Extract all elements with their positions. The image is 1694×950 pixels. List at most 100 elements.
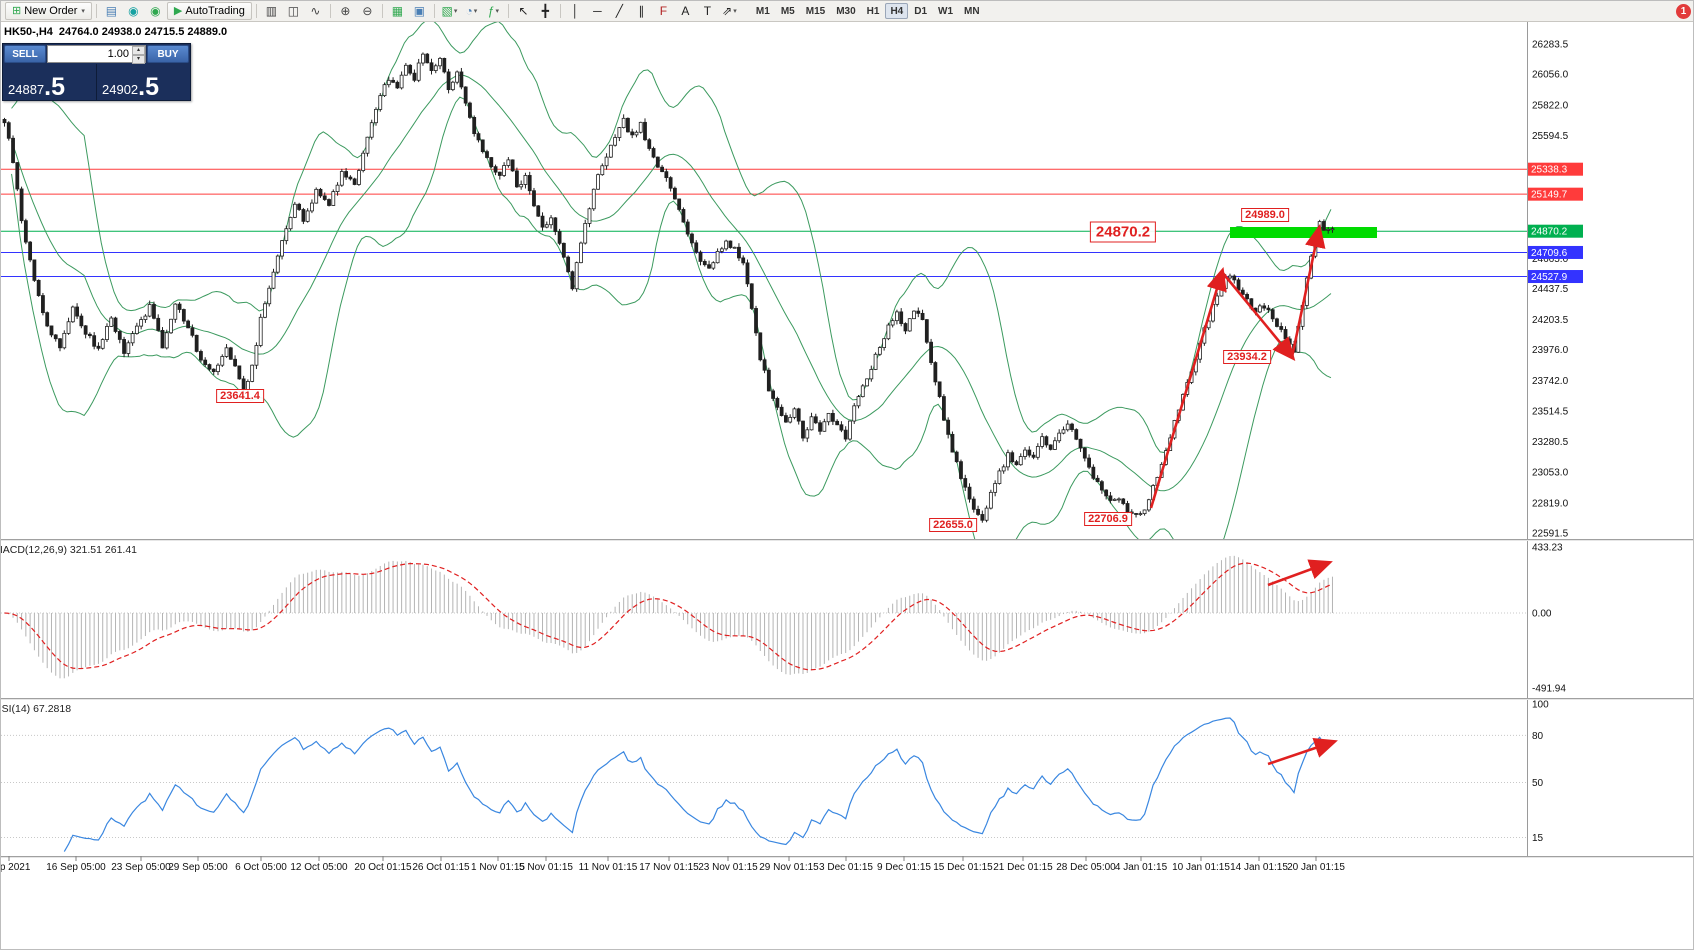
timeframe-d1-button[interactable]: D1 [909,3,932,19]
channel-icon[interactable]: ∥ [631,2,652,20]
cursor-icon: ↖ [518,4,529,18]
trade-controls-row: SELL 1.00 ▴ ▾ BUY [3,44,190,64]
line-chart-icon[interactable]: ∿ [305,2,326,20]
zoom-out-icon[interactable]: ⊖ [357,2,378,20]
buy-button[interactable]: BUY [147,45,189,63]
profiles-icon: ◉ [128,4,139,18]
timeframe-h1-button[interactable]: H1 [862,3,885,19]
highlight-rectangle[interactable] [1230,227,1377,238]
chart-cycle-icon: ◔ [465,4,473,18]
market-watch-icon[interactable]: ◉ [145,2,166,20]
timeframe-m1-button[interactable]: M1 [751,3,775,19]
chevron-down-icon: ▾ [81,8,85,15]
timeframe-m5-button[interactable]: M5 [776,3,800,19]
main-toolbar: ⊞ New Order ▾ ▤ ◉ ◉ ▶ AutoTrading ▥ ◫ ∿ ⊕ ⊖ ▦ ▣ ▧ ▾ ◔ ▾ ƒ ▾ ↖… [1,1,1693,22]
charts-window-icon[interactable]: ▤ [101,2,122,20]
autotrading-icon: ▶ [173,4,183,17]
one-click-trading-panel: SELL 1.00 ▴ ▾ BUY 24887.5 24902.5 [2,43,191,101]
price-axis-label: 25594.5 [1532,131,1569,142]
sell-price-big-digits: .5 [44,73,66,101]
horizontal-line-icon: ─ [593,4,602,18]
toolbar-separator [381,4,383,18]
time-axis-label: 28 Dec 05:00 [1056,862,1116,873]
time-axis-label: 14 Jan 01:15 [1230,862,1288,873]
buy-price[interactable]: 24902.5 [96,64,190,100]
new-order-button[interactable]: ⊞ New Order ▾ [5,2,92,20]
price-axis-label: 22591.5 [1532,529,1569,540]
autotrading-button[interactable]: ▶ AutoTrading [166,2,252,20]
timeframe-h4-button[interactable]: H4 [885,3,909,19]
rsi-axis-label: 50 [1532,778,1544,789]
price-level-badge-text: 24527.9 [1531,272,1568,283]
toolbar-separator [433,4,435,18]
timeframe-m15-button[interactable]: M15 [801,3,830,19]
vertical-line-icon[interactable]: │ [565,2,586,20]
trend-arrow [1290,223,1326,358]
bar-chart-icon[interactable]: ▥ [261,2,282,20]
main-chart-area[interactable] [1,21,1527,577]
time-axis-label: 20 Jan 01:15 [1287,862,1345,873]
macd-label: MACD(12,26,9) 321.51 261.41 [1,544,137,556]
price-axis-label: 25822.0 [1532,101,1569,112]
cursor-icon[interactable]: ↖ [513,2,534,20]
bar-chart-icon: ▥ [265,4,278,18]
arrows-icon: ⇗ [722,4,733,18]
trend-arrow [1220,271,1296,362]
time-axis-label: 17 Nov 01:15 [639,862,699,873]
toolbar-separator [255,4,257,18]
macd-panel [1,555,1527,679]
bollinger-lower-band [11,96,1332,539]
timeframe-w1-button[interactable]: W1 [933,3,958,19]
cascade-windows-icon[interactable]: ▣ [409,2,430,20]
time-axis-label: 23 Sep 05:00 [111,862,171,873]
time-axis-label: 20 Oct 01:15 [354,862,412,873]
price-level-badge-text: 24709.6 [1531,248,1568,259]
notification-badge[interactable]: 1 [1676,3,1691,19]
volume-value[interactable]: 1.00 [107,48,129,60]
fibonacci-icon[interactable]: F [653,2,674,20]
price-axis[interactable]: 26283.5 26056.0 25822.0 25594.5 24665.0 24437… [1527,22,1584,856]
candlestick-chart-icon[interactable]: ◫ [283,2,304,20]
trend-arrow [1267,559,1333,587]
panel-splitters[interactable] [1,539,1694,858]
trendline-icon: ╱ [615,4,624,18]
profiles-icon[interactable]: ◉ [123,2,144,20]
time-axis-label: 23 Nov 01:15 [698,862,758,873]
volume-decrement-button[interactable]: ▾ [132,55,145,64]
rsi-panel [1,717,1527,852]
fibonacci-icon: F [659,4,668,18]
new-chart-icon[interactable]: ▧ ▾ [439,2,460,20]
time-axis-label: 16 Sep 05:00 [46,862,106,873]
volume-stepper[interactable]: 1.00 ▴ ▾ [47,45,146,64]
trend-arrow [1149,267,1227,509]
trendline-icon[interactable]: ╱ [609,2,630,20]
text-label-icon[interactable]: T [697,2,718,20]
chart-cycle-icon[interactable]: ◔ ▾ [461,2,482,20]
chevron-down-icon: ▾ [473,8,478,15]
trend-arrows[interactable] [1149,223,1338,766]
zoom-in-icon[interactable]: ⊕ [335,2,356,20]
volume-increment-button[interactable]: ▴ [132,46,145,55]
text-icon[interactable]: A [675,2,696,20]
tile-windows-icon: ▦ [391,4,404,18]
rsi-axis-label: 100 [1532,700,1549,711]
vertical-line-icon: │ [571,4,580,18]
tile-windows-icon[interactable]: ▦ [387,2,408,20]
time-axis-label: 9 Dec 01:15 [877,862,931,873]
timeframe-mn-button[interactable]: MN [959,3,985,19]
indicators-icon[interactable]: ƒ ▾ [483,2,504,20]
price-axis-label: 23514.5 [1532,406,1569,417]
trend-arrow [1267,737,1338,766]
crosshair-icon[interactable]: ╋ [535,2,556,20]
timeframe-m30-button[interactable]: M30 [831,3,860,19]
arrows-icon[interactable]: ⇗ ▾ [719,2,740,20]
text-icon: A [681,4,690,18]
text-label-icon: T [703,4,712,18]
sell-price[interactable]: 24887.5 [3,64,96,100]
time-axis-label: 21 Dec 01:15 [993,862,1053,873]
sell-button[interactable]: SELL [4,45,46,63]
horizontal-line-icon[interactable]: ─ [587,2,608,20]
